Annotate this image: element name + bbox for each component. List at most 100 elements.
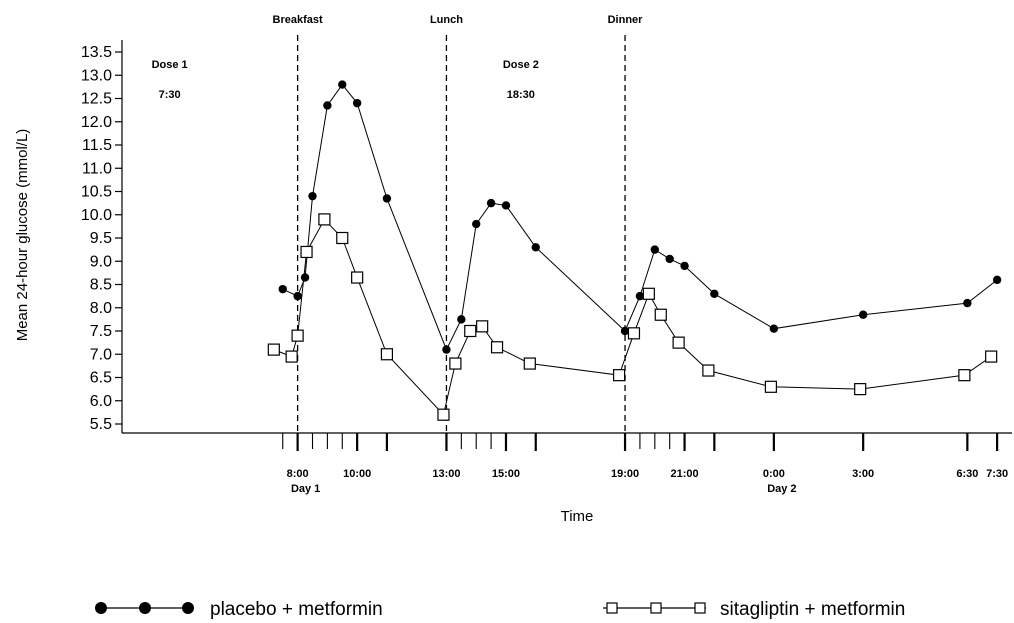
legend-label-placebo: placebo + metformin — [210, 599, 383, 620]
data-point — [318, 213, 331, 226]
data-point — [612, 369, 626, 382]
annotation-layer: Dose 1 7:30 Dose 2 18:30 — [152, 59, 539, 101]
y-tick-label: 9.0 — [90, 253, 112, 270]
meal-label: Dinner — [608, 14, 644, 26]
data-point — [308, 191, 317, 201]
x-tick-label: 8:00 — [287, 468, 309, 480]
y-axis-title: Mean 24-hour glucose (mmol/L) — [14, 129, 31, 342]
data-point — [764, 380, 777, 393]
y-tick-label: 6.0 — [90, 393, 112, 410]
series-line — [273, 218, 992, 416]
data-point — [300, 245, 313, 259]
y-tick-label: 6.5 — [90, 370, 112, 387]
x-day-label: Day 1 — [291, 483, 320, 495]
data-point — [654, 308, 667, 321]
legend-marker-placebo — [182, 602, 194, 614]
x-tick-label: 19:00 — [611, 468, 639, 480]
data-point — [963, 298, 972, 308]
x-tick-label: 10:00 — [343, 468, 371, 480]
dose-annotation: 7:30 — [159, 89, 181, 101]
y-tick-label: 12.5 — [81, 91, 112, 108]
legend-marker-placebo — [139, 602, 151, 614]
dose-annotation: 18:30 — [507, 89, 535, 101]
y-tick-label: 8.0 — [90, 300, 112, 317]
data-point — [650, 245, 660, 254]
x-tick-label: 6:30 — [956, 468, 978, 480]
data-point — [291, 329, 304, 342]
data-point — [501, 201, 511, 210]
data-point — [642, 287, 655, 300]
data-point — [380, 348, 394, 361]
x-tick-label: 3:00 — [852, 468, 874, 480]
data-point — [490, 341, 504, 354]
x-tick-label: 13:00 — [432, 468, 460, 480]
meal-label: Lunch — [430, 14, 463, 26]
data-point — [620, 326, 630, 336]
x-day-label: Day 2 — [767, 483, 796, 495]
data-point — [985, 350, 998, 363]
dose-annotation: Dose 2 — [503, 59, 539, 71]
data-point — [710, 289, 719, 298]
data-point — [854, 383, 867, 396]
x-tick-label: 7:30 — [986, 468, 1008, 480]
data-point — [278, 284, 287, 294]
data-point — [323, 101, 332, 110]
data-point — [665, 254, 674, 264]
data-point — [858, 310, 868, 319]
y-tick-label: 7.0 — [90, 346, 112, 363]
data-point — [352, 98, 362, 108]
legend-marker-sitagliptin — [606, 602, 618, 614]
series-layer — [267, 80, 1002, 421]
x-axis-title: Time — [561, 508, 594, 525]
data-point — [338, 80, 347, 89]
data-point — [442, 345, 451, 354]
data-point — [523, 357, 536, 370]
y-tick-label: 13.5 — [81, 44, 112, 61]
x-tick-label: 0:00 — [763, 468, 785, 480]
data-point — [336, 231, 349, 245]
data-point — [285, 350, 298, 363]
data-point — [267, 343, 280, 356]
series-line — [282, 83, 998, 351]
data-point — [627, 327, 641, 340]
data-point — [672, 336, 685, 349]
data-point — [382, 194, 392, 203]
data-point — [457, 315, 466, 324]
data-point — [464, 324, 477, 338]
data-point — [476, 320, 489, 333]
data-point — [351, 271, 364, 284]
x-tick-label: 21:00 — [671, 468, 699, 480]
legend-marker-placebo — [95, 602, 107, 614]
meal-lines: Breakfast Lunch Dinner — [273, 14, 644, 433]
series-sitagliptin — [267, 213, 998, 421]
y-tick-label: 8.5 — [90, 277, 112, 294]
y-tick-label: 12.0 — [81, 114, 112, 131]
data-point — [486, 198, 496, 208]
legend: placebo + metformin sitagliptin + metfor… — [95, 599, 905, 620]
x-tick-label: 15:00 — [492, 468, 520, 480]
data-point — [992, 275, 1002, 285]
data-point — [958, 369, 971, 382]
axes: 5.5 6.0 6.5 7.0 7.5 8.0 8.5 9.0 9.5 10.0 10.5 11.0 1… — [81, 40, 1012, 495]
y-tick-label: 5.5 — [90, 416, 112, 433]
data-point — [472, 219, 481, 229]
y-tick-label: 11.0 — [82, 160, 112, 177]
y-tick-label: 7.5 — [90, 323, 112, 340]
legend-item-sitagliptin: sitagliptin + metformin — [603, 599, 905, 620]
data-point — [449, 357, 462, 370]
y-tick-label: 10.0 — [81, 207, 112, 224]
data-point — [300, 273, 310, 282]
data-point — [437, 408, 450, 421]
data-point — [635, 291, 645, 301]
data-point — [531, 243, 540, 252]
y-tick-label: 9.5 — [90, 230, 112, 247]
data-point — [680, 261, 689, 271]
legend-label-sitagliptin: sitagliptin + metformin — [720, 599, 905, 620]
series-placebo — [278, 80, 1002, 354]
data-point — [769, 324, 779, 333]
legend-marker-sitagliptin — [650, 602, 662, 614]
y-tick-label: 10.5 — [81, 184, 112, 201]
legend-marker-sitagliptin — [694, 602, 706, 614]
dose-annotation: Dose 1 — [152, 59, 188, 71]
